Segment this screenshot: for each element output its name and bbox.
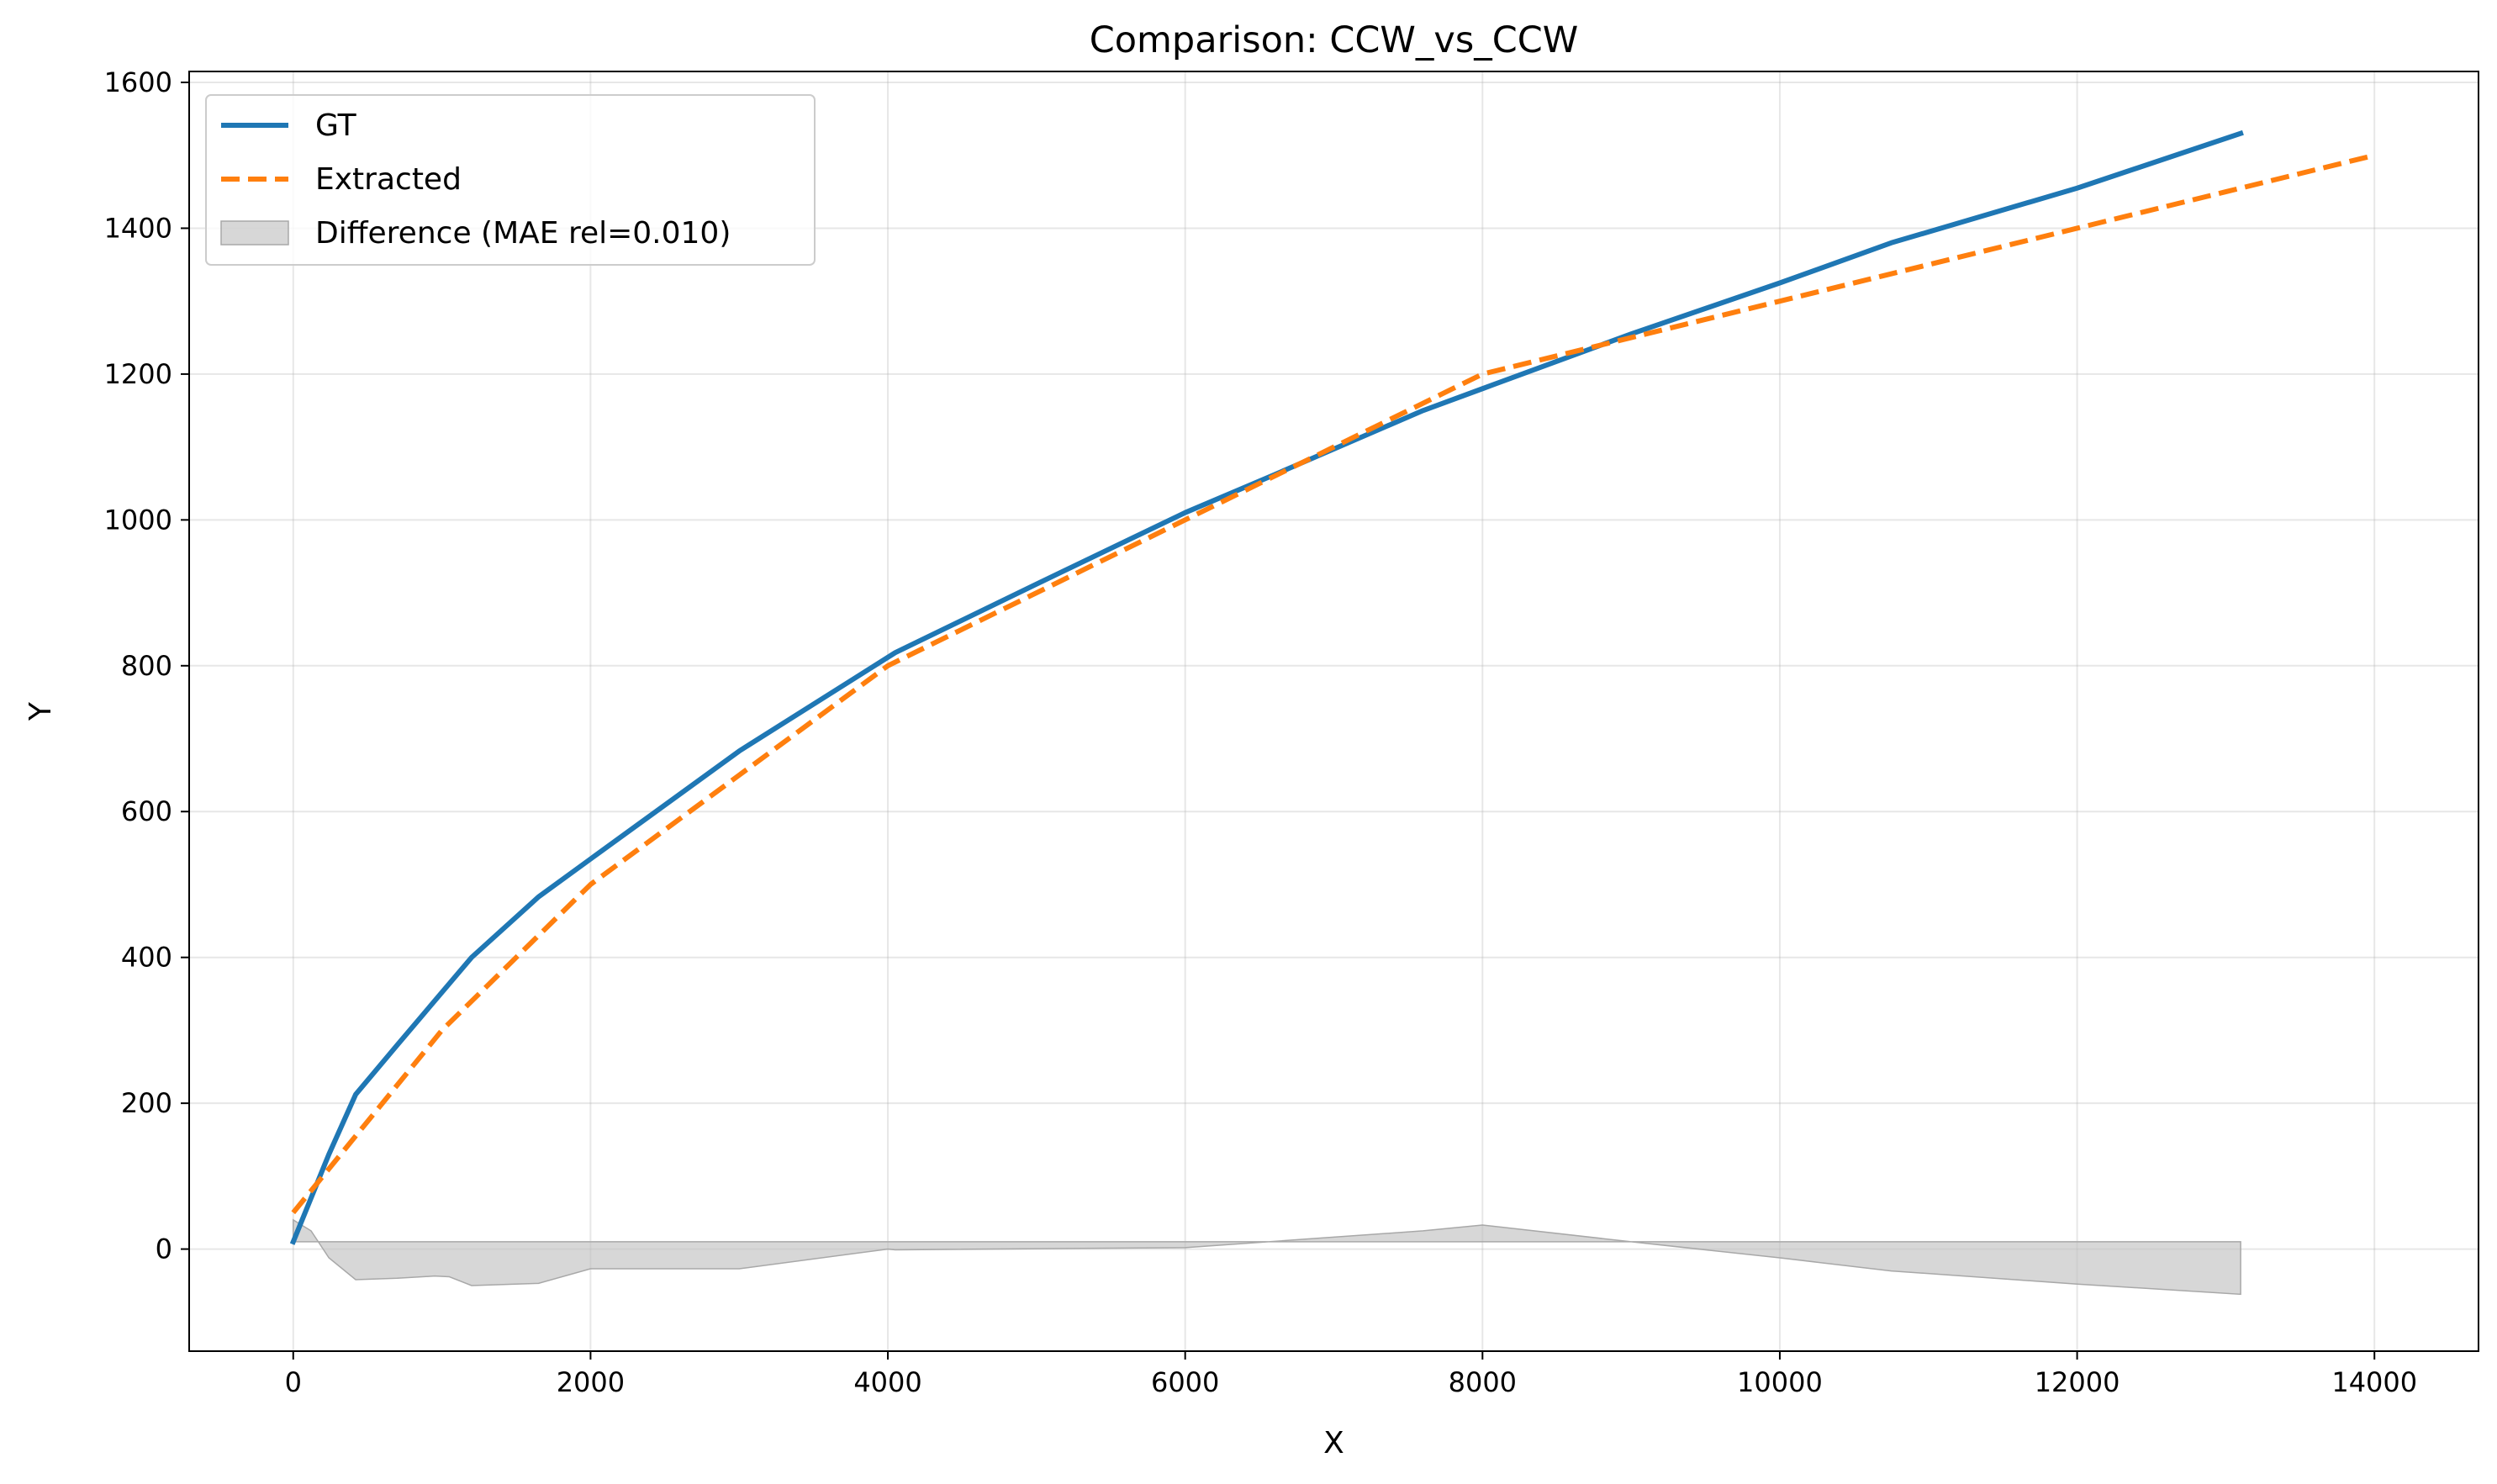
x-tick-label: 2000 (557, 1366, 625, 1398)
x-tick-label: 12000 (2035, 1366, 2120, 1398)
x-tick-label: 6000 (1151, 1366, 1219, 1398)
chart-title: Comparison: CCW_vs_CCW (1090, 19, 1579, 61)
legend-entry-extracted: Extracted (221, 162, 462, 197)
y-tick-label: 200 (121, 1087, 172, 1119)
legend-label: GT (315, 108, 357, 143)
y-tick-label: 400 (121, 942, 172, 974)
legend: GT Extracted Difference (MAE rel=0.010) (205, 94, 816, 266)
x-tick-label: 10000 (1737, 1366, 1823, 1398)
axis-ticks: 0 2000 4000 6000 8000 10000 12000 14000 0 200 400 6… (104, 66, 2418, 1398)
x-tick-label: 4000 (853, 1366, 921, 1398)
x-tick-label: 14000 (2331, 1366, 2417, 1398)
x-tick-label: 8000 (1449, 1366, 1517, 1398)
extracted-line (291, 152, 2375, 1215)
legend-label: Extracted (315, 162, 462, 197)
y-tick-label: 0 (156, 1233, 172, 1265)
y-tick-label: 1600 (104, 66, 172, 98)
y-tick-label: 1000 (104, 504, 172, 536)
difference-area (293, 1218, 2241, 1296)
legend-label: Difference (MAE rel=0.010) (315, 216, 731, 251)
y-tick-label: 800 (121, 650, 172, 682)
y-axis-title: Y (24, 701, 58, 721)
x-axis-title: X (1323, 1426, 1344, 1460)
x-tick-label: 0 (285, 1366, 302, 1398)
series-lines-layer (289, 129, 2375, 1245)
y-tick-label: 1200 (104, 358, 172, 390)
legend-box (205, 94, 816, 266)
gt-line (289, 129, 2244, 1245)
plot-frame (188, 71, 2479, 1352)
legend-swatch (220, 220, 289, 246)
legend-entry-gt: GT (221, 108, 357, 143)
y-tick-label: 600 (121, 795, 172, 827)
legend-entry-difference-mae-rel-0-010: Difference (MAE rel=0.010) (220, 216, 731, 251)
y-tick-label: 1400 (104, 212, 172, 244)
difference-area-layer (293, 1218, 2241, 1296)
